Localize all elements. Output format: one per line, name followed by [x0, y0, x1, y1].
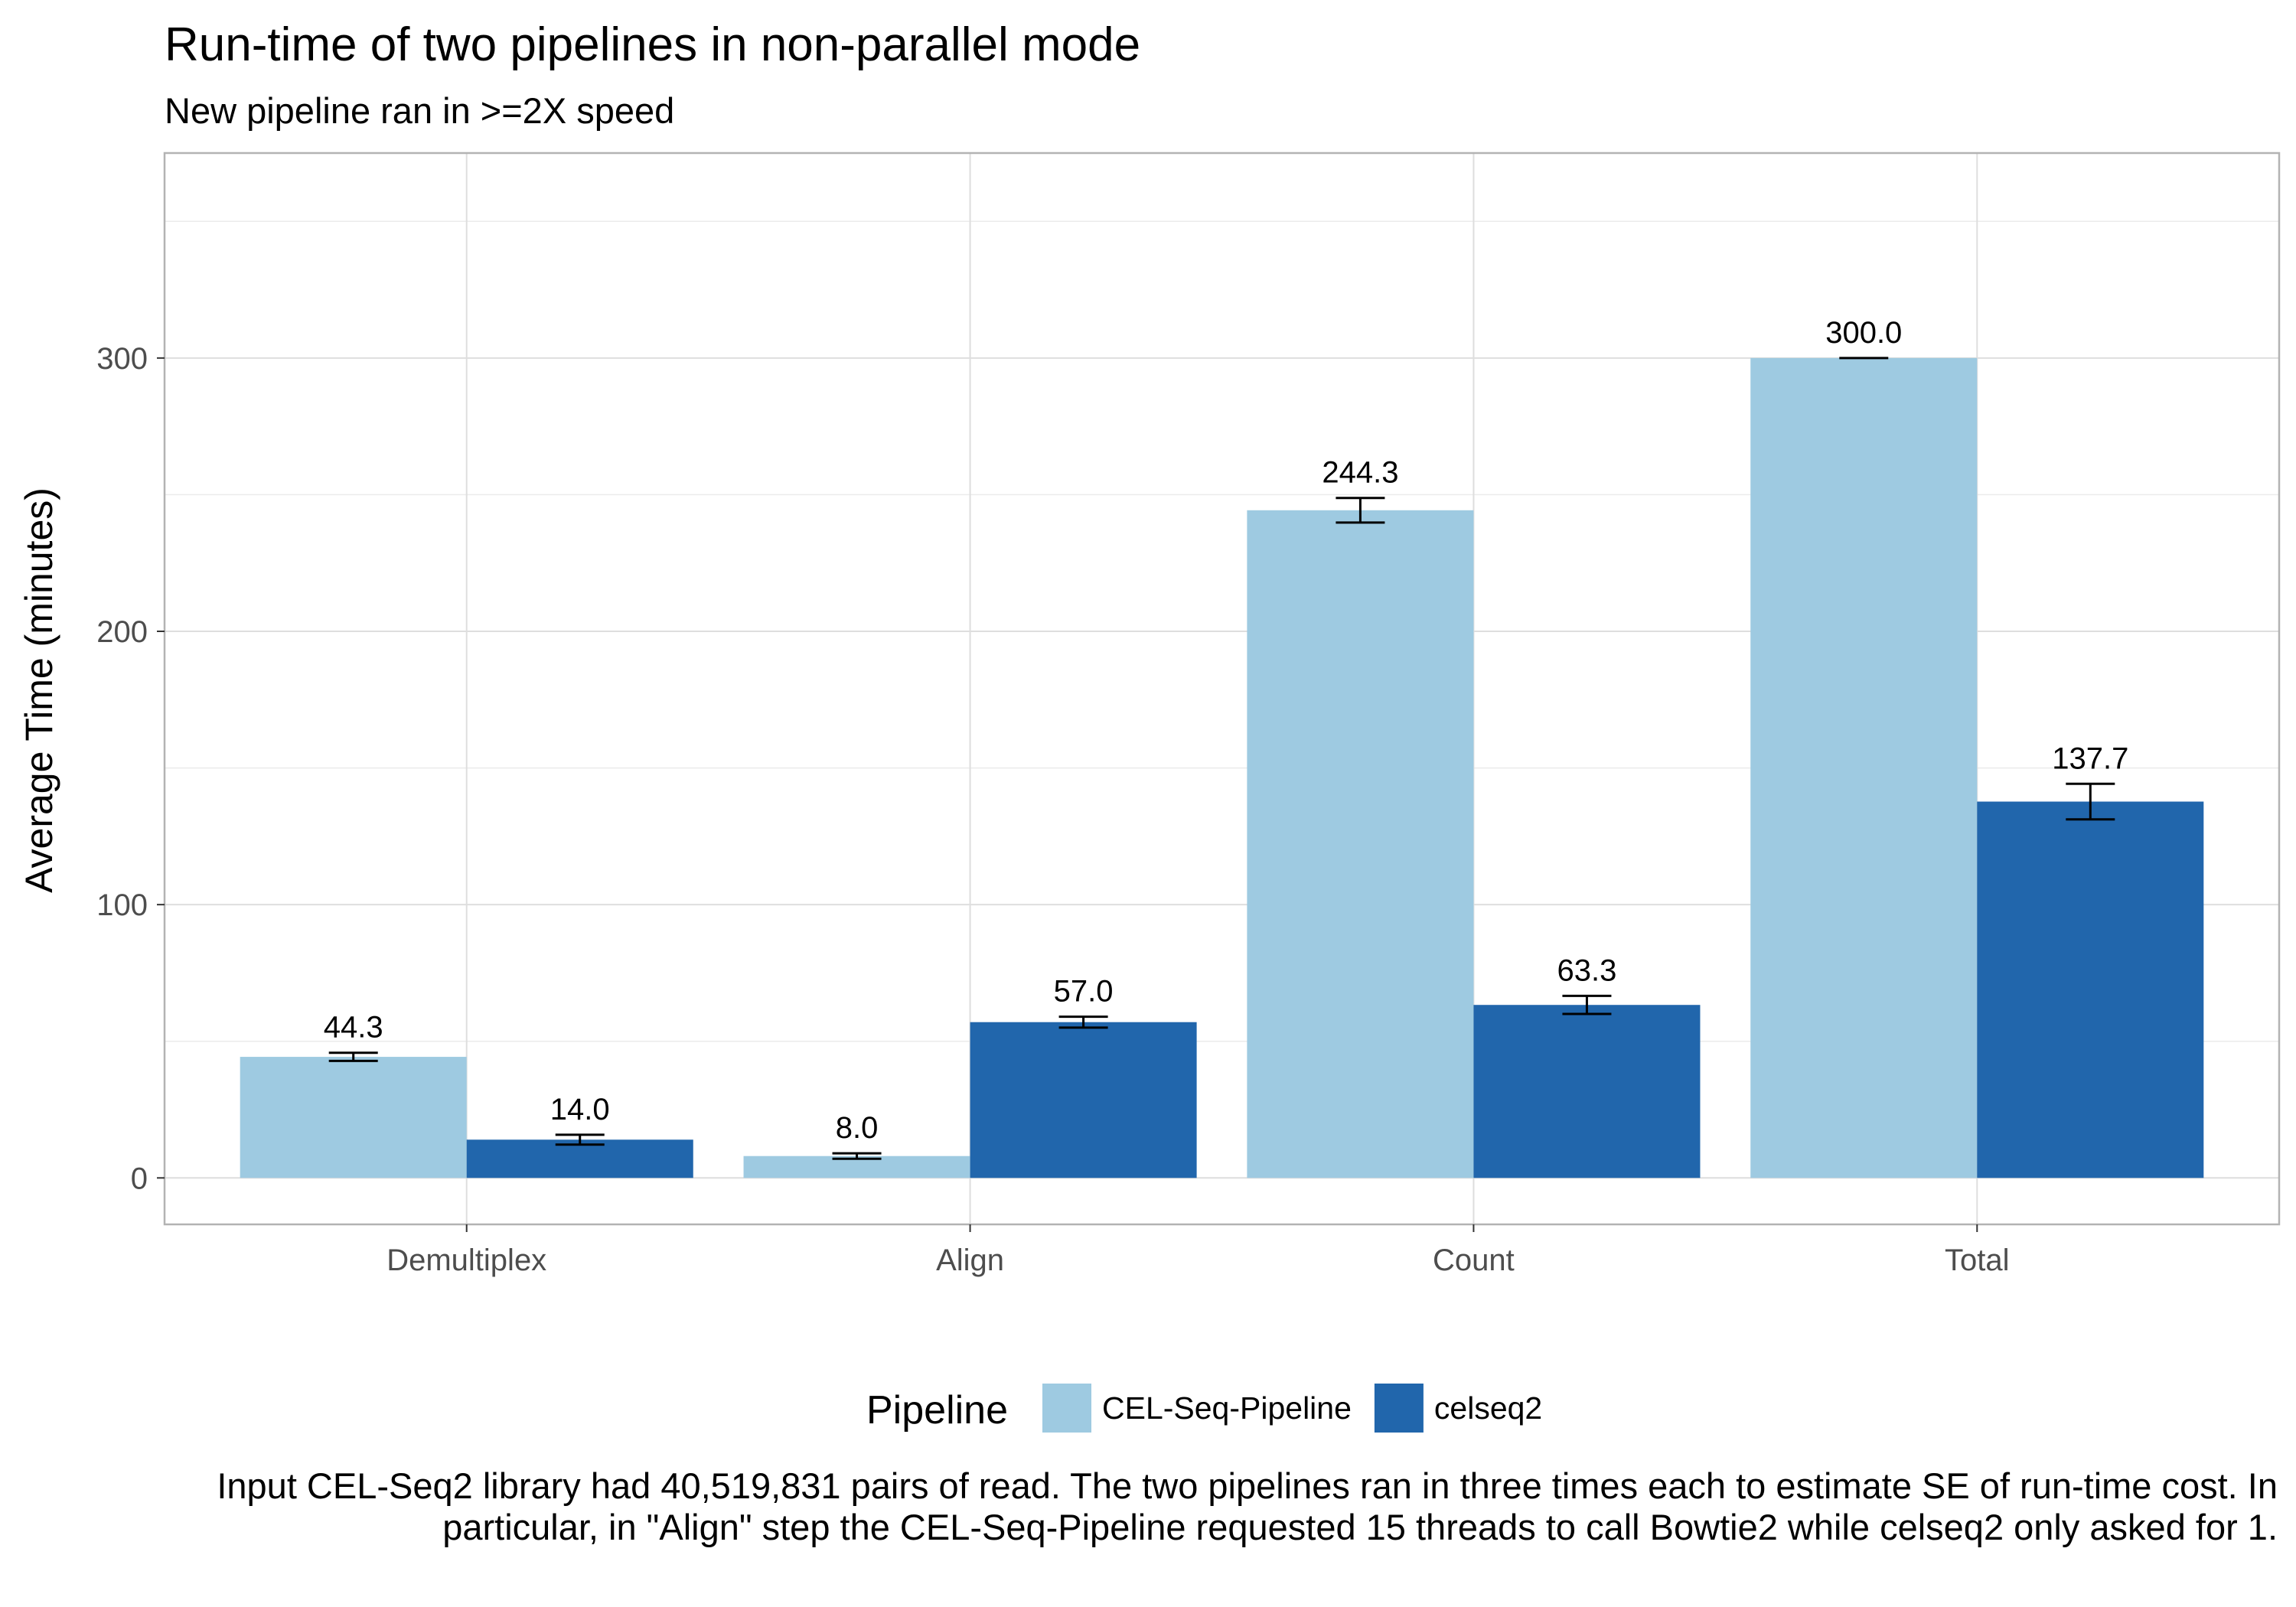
error-bar-layer	[328, 357, 2115, 1160]
bar	[1977, 801, 2204, 1178]
legend-title: Pipeline	[866, 1388, 1008, 1433]
data-label: 8.0	[836, 1111, 879, 1145]
x-tick-label: Total	[1945, 1244, 2010, 1277]
bar-layer	[240, 357, 2204, 1178]
x-tick-label: Count	[1433, 1244, 1515, 1277]
y-tick-label: 0	[131, 1162, 148, 1195]
x-tick-label: Demultiplex	[386, 1244, 546, 1277]
chart-caption: Input CEL-Seq2 library had 40,519,831 pa…	[217, 1465, 2278, 1547]
panel-border	[163, 152, 2281, 1226]
x-tick-label: Align	[936, 1244, 1004, 1277]
bar	[970, 1022, 1197, 1178]
data-label: 137.7	[2052, 742, 2128, 775]
legend: Pipeline CEL-Seq-Pipeline celseq2	[866, 1384, 1542, 1433]
bar	[1473, 1005, 1701, 1178]
axis-layer: 0 100 200 300 Demultiplex Align Count Total	[96, 342, 2009, 1277]
legend-label: celseq2	[1434, 1390, 1542, 1426]
legend-swatch	[1374, 1384, 1424, 1433]
data-label: 14.0	[550, 1093, 610, 1126]
bar	[1247, 510, 1474, 1178]
data-label: 57.0	[1054, 975, 1114, 1009]
data-label-layer: 44.3 8.0 244.3 300.0 14.0 57.0 63.3 137.7	[324, 316, 2129, 1145]
y-axis-title: Average Time (minutes)	[18, 487, 60, 893]
data-label: 300.0	[1825, 316, 1902, 350]
chart-title: Run-time of two pipelines in non-paralle…	[165, 18, 1141, 71]
y-tick-label: 100	[96, 888, 148, 922]
data-label: 44.3	[324, 1011, 383, 1045]
legend-label: CEL-Seq-Pipeline	[1102, 1390, 1352, 1426]
chart-subtitle: New pipeline ran in >=2X speed	[165, 90, 675, 131]
bar	[466, 1139, 693, 1178]
data-label: 244.3	[1322, 456, 1398, 490]
y-tick-label: 200	[96, 615, 148, 649]
bar	[1750, 357, 1978, 1178]
legend-swatch	[1042, 1384, 1091, 1433]
y-tick-label: 300	[96, 342, 148, 376]
data-label: 63.3	[1557, 953, 1617, 987]
bar	[240, 1057, 467, 1178]
